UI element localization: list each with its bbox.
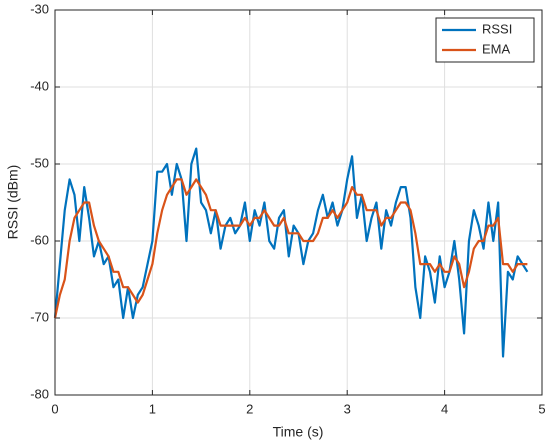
y-tick-label: -80 (30, 386, 49, 401)
y-tick-label: -70 (30, 309, 49, 324)
legend-label: RSSI (482, 21, 512, 36)
data-line (53, 147, 529, 358)
x-axis-label: Time (s) (273, 424, 324, 440)
x-tick-label: 3 (344, 401, 351, 416)
legend-label: EMA (482, 41, 511, 56)
y-tick-label: -30 (30, 1, 49, 16)
x-tick-label: 1 (149, 401, 156, 416)
y-tick-label: -50 (30, 155, 49, 170)
legend-box (435, 17, 535, 63)
y-tick-label: -60 (30, 232, 49, 247)
plot-frame (54, 9, 543, 396)
x-tick-label: 5 (538, 401, 545, 416)
x-tick-label: 0 (51, 401, 58, 416)
y-axis-label: RSSI (dBm) (5, 165, 21, 240)
y-tick-label: -40 (30, 78, 49, 93)
data-line (53, 178, 528, 319)
x-tick-label: 2 (246, 401, 253, 416)
x-tick-label: 4 (441, 401, 448, 416)
